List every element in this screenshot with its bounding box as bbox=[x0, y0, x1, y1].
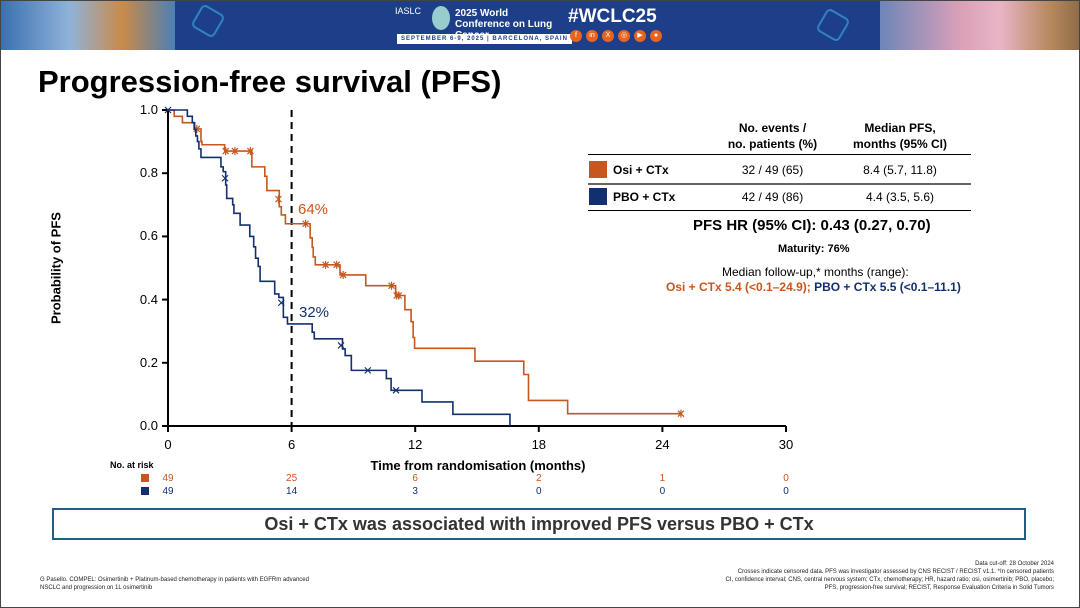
y-tick-label: 0.4 bbox=[139, 291, 158, 307]
followup-osi: Osi + CTx 5.4 (<0.1–24.9); bbox=[666, 280, 811, 294]
youtube-icon[interactable]: ▶ bbox=[634, 30, 646, 42]
x-tick-label: 30 bbox=[778, 437, 794, 452]
at-risk-count: 25 bbox=[286, 473, 298, 484]
at-risk-count: 6 bbox=[412, 473, 418, 484]
censor-mark bbox=[222, 147, 230, 156]
y-tick-label: 0.0 bbox=[139, 418, 158, 433]
y-axis-label: Probability of PFS bbox=[48, 212, 64, 324]
x-tick-label: 0 bbox=[164, 437, 172, 452]
at-risk-count: 49 bbox=[162, 473, 174, 484]
at-risk-count: 0 bbox=[783, 473, 789, 484]
y-tick-label: 1.0 bbox=[139, 102, 158, 117]
hazard-ratio: PFS HR (95% CI): 0.43 (0.27, 0.70) bbox=[693, 217, 931, 234]
osi-landmark-label: 64% bbox=[298, 201, 329, 218]
km-chart bbox=[162, 106, 787, 432]
x-axis-label: Time from randomisation (months) bbox=[370, 458, 586, 473]
censor-mark bbox=[364, 366, 372, 374]
censor-mark bbox=[231, 147, 239, 156]
at-risk-swatch bbox=[141, 474, 149, 482]
table-rule bbox=[588, 154, 971, 155]
citation: G Pasello. COMPEL: Osimertinib + Platinu… bbox=[40, 576, 309, 592]
footnote-line: PFS, progression-free survival; RECIST, … bbox=[824, 585, 1054, 591]
table-rule bbox=[588, 210, 971, 211]
pbo-arm-label: PBO + CTx bbox=[613, 190, 676, 204]
censor-mark bbox=[337, 341, 345, 349]
x-tick-label: 18 bbox=[531, 437, 547, 452]
pbo-median: 4.4 (3.5, 5.6) bbox=[865, 190, 935, 204]
data-cutoff: Data cut-off: 28 October 2024 bbox=[975, 561, 1054, 567]
censor-mark bbox=[333, 260, 341, 269]
y-tick-label: 0.8 bbox=[139, 165, 158, 181]
barcelona-photo-right bbox=[880, 0, 1080, 50]
iaslc-logo: IASLC bbox=[395, 6, 422, 16]
at-risk-count: 0 bbox=[536, 486, 542, 497]
censor-mark bbox=[388, 281, 395, 290]
censor-mark bbox=[677, 409, 685, 418]
events-header: No. events / bbox=[738, 121, 807, 135]
at-risk-count: 49 bbox=[162, 486, 174, 497]
censor-mark bbox=[322, 260, 330, 269]
footnote-line: CI, confidence interval; CNS, central ne… bbox=[725, 577, 1054, 583]
censor-mark bbox=[221, 174, 229, 182]
pbo-ctx-curve bbox=[168, 109, 511, 426]
at-risk-count: 14 bbox=[286, 486, 298, 497]
citation-line: NSCLC and progression on 1L osimertinib bbox=[40, 585, 153, 591]
y-tick-label: 0.6 bbox=[139, 228, 158, 244]
followup-pbo: PBO + CTx 5.5 (<0.1–11.1) bbox=[814, 280, 961, 294]
censor-mark bbox=[274, 195, 282, 204]
pbo-events: 42 / 49 (86) bbox=[741, 190, 804, 204]
x-tick-label: 6 bbox=[287, 437, 296, 452]
linkedin-icon[interactable]: in bbox=[586, 30, 598, 42]
table-rule bbox=[588, 183, 971, 185]
footnote-line: Crosses indicate censored data. PFS was … bbox=[737, 569, 1054, 575]
osi-legend-swatch bbox=[589, 161, 607, 178]
osi-events: 32 / 49 (65) bbox=[741, 163, 804, 177]
osi-median: 8.4 (5.7, 11.8) bbox=[863, 163, 937, 177]
censor-mark bbox=[164, 106, 172, 114]
wechat-icon[interactable]: ● bbox=[650, 30, 662, 42]
osi-ctx-curve bbox=[168, 109, 681, 415]
censor-mark bbox=[395, 291, 403, 300]
conference-dates: SEPTEMBER 6-9, 2025 | BARCELONA, SPAIN bbox=[397, 34, 572, 44]
maturity: Maturity: 76% bbox=[778, 243, 850, 255]
citation-line: G Pasello. COMPEL: Osimertinib + Platinu… bbox=[40, 577, 309, 583]
pbo-landmark-label: 32% bbox=[299, 304, 330, 321]
median-header-2: months (95% CI) bbox=[852, 137, 947, 151]
osi-arm-label: Osi + CTx bbox=[613, 163, 669, 177]
conclusion-callout: Osi + CTx was associated with improved P… bbox=[52, 508, 1026, 540]
censor-mark bbox=[302, 219, 310, 228]
median-header: Median PFS, bbox=[864, 121, 936, 135]
at-risk-count: 2 bbox=[536, 473, 542, 484]
at-risk-count: 0 bbox=[783, 486, 789, 497]
at-risk-count: 1 bbox=[659, 473, 666, 484]
censor-mark bbox=[392, 386, 400, 394]
at-risk-count: 0 bbox=[659, 486, 666, 497]
followup-label: Median follow-up,* months (range): bbox=[722, 265, 909, 279]
censor-mark bbox=[246, 147, 254, 156]
at-risk-count: 3 bbox=[412, 486, 418, 497]
barcelona-photo-left bbox=[0, 0, 175, 50]
footnotes: Data cut-off: 28 October 2024 Crosses in… bbox=[726, 560, 1054, 592]
instagram-icon[interactable]: ◎ bbox=[618, 30, 630, 42]
censor-mark bbox=[277, 299, 285, 307]
conference-banner: IASLC 2025 World Conference on Lung Canc… bbox=[0, 0, 1080, 50]
pbo-legend-swatch bbox=[589, 188, 607, 205]
page-title: Progression-free survival (PFS) bbox=[38, 64, 502, 99]
x-icon[interactable]: X bbox=[602, 30, 614, 42]
censor-mark bbox=[339, 270, 347, 279]
globe-logo-icon bbox=[432, 6, 450, 30]
events-header-2: no. patients (%) bbox=[727, 137, 818, 151]
hashtag: #WCLC25 bbox=[568, 6, 657, 27]
at-risk-label: No. at risk bbox=[110, 460, 154, 470]
x-tick-label: 12 bbox=[407, 437, 423, 452]
facebook-icon[interactable]: f bbox=[570, 30, 582, 42]
y-tick-label: 0.2 bbox=[139, 354, 158, 370]
at-risk-swatch bbox=[141, 487, 149, 495]
x-tick-label: 24 bbox=[655, 437, 670, 452]
